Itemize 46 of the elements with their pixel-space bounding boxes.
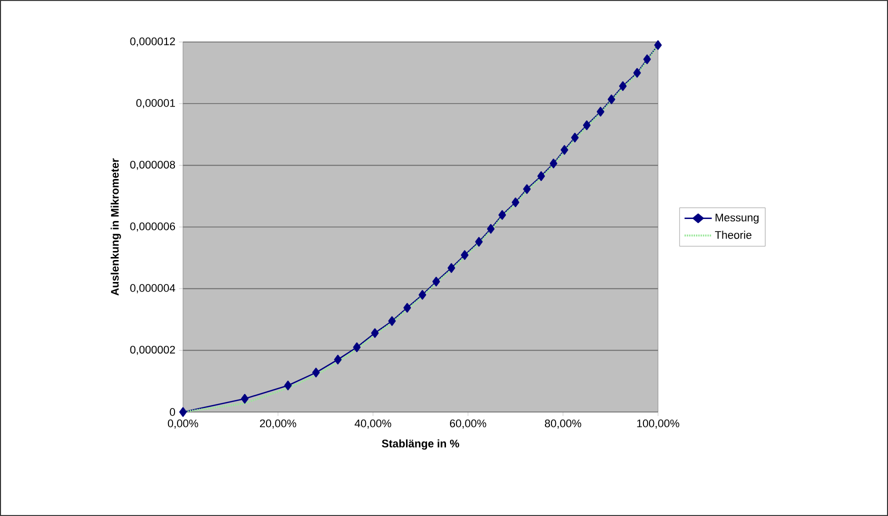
point [512, 197, 520, 208]
x-axis-title: Stablänge in % [382, 439, 460, 450]
x-tick-label: 80,00% [544, 420, 582, 429]
point [371, 328, 379, 338]
point [537, 171, 545, 181]
x-tick-label: 60,00% [450, 420, 486, 429]
y-tick-label: 0 [170, 408, 176, 416]
point [418, 290, 426, 300]
point [403, 302, 411, 313]
y-tick-label: 0,000012 [130, 37, 175, 47]
point [596, 106, 604, 117]
x-tick-label: 20,00% [260, 420, 296, 429]
point [619, 81, 627, 91]
point [498, 210, 506, 220]
point [633, 68, 641, 78]
y-tick-label: 0,000008 [130, 160, 175, 170]
y-tick-label: 0,000004 [130, 284, 176, 294]
legend-label: Messung [716, 214, 759, 224]
point [571, 132, 579, 142]
point [179, 407, 187, 417]
y-tick-label: 0,000002 [130, 346, 175, 355]
x-tick-label: 100,00% [637, 420, 680, 429]
point [654, 40, 662, 50]
y-tick-label: 0,00001 [136, 99, 175, 108]
point [460, 250, 468, 260]
point [240, 394, 249, 404]
point [550, 158, 558, 168]
point [448, 263, 456, 273]
point [432, 276, 440, 286]
point [388, 316, 396, 326]
point [560, 145, 568, 155]
point [523, 184, 531, 194]
legend-label: Theorie [715, 230, 752, 239]
y-axis-title: Auslenkung in Mikrometer [110, 158, 121, 296]
point [643, 54, 651, 64]
point [608, 94, 616, 104]
point [582, 120, 591, 130]
x-tick-label: 0,00% [168, 420, 198, 429]
x-tick-label: 40,00% [354, 420, 392, 429]
y-tick-label: 0,000006 [130, 222, 175, 232]
point [334, 354, 342, 364]
point [487, 224, 495, 234]
point [353, 342, 361, 352]
point [284, 380, 292, 390]
point [475, 236, 483, 247]
point [312, 368, 320, 378]
